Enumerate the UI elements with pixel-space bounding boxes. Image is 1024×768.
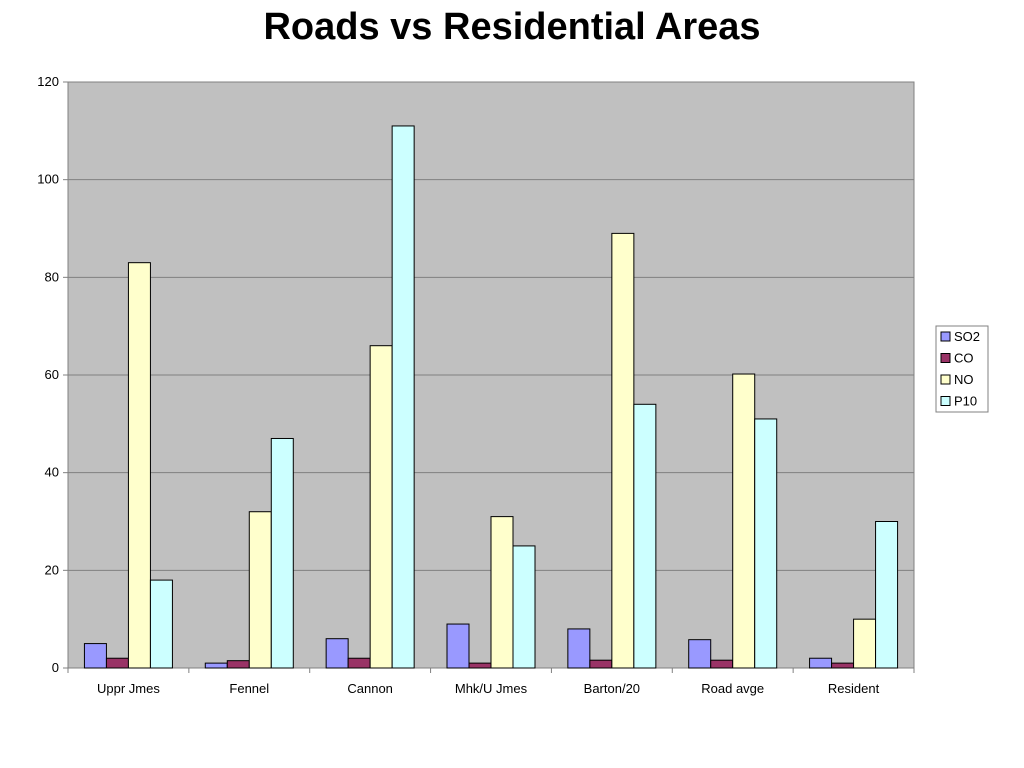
x-tick-label: Barton/20 xyxy=(584,681,640,696)
bar-co-4 xyxy=(589,659,613,669)
y-tick-label: 100 xyxy=(37,172,59,187)
bar-p10-3 xyxy=(512,545,536,669)
x-tick-label: Cannon xyxy=(347,681,393,696)
bar-so2-6 xyxy=(809,657,833,669)
bar-co-2 xyxy=(347,657,371,669)
bar-no-5 xyxy=(732,373,756,669)
bar-co-3 xyxy=(468,662,492,669)
legend-label-co: CO xyxy=(954,351,974,366)
x-tick-label: Uppr Jmes xyxy=(97,681,160,696)
bar-no-3 xyxy=(490,516,514,669)
bar-co-1 xyxy=(226,660,250,669)
bar-no-4 xyxy=(611,232,635,669)
bar-p10-4 xyxy=(633,403,657,669)
y-axis: 0 20 40 60 80 100 120 xyxy=(37,74,68,675)
y-tick-label: 20 xyxy=(45,562,59,577)
bars xyxy=(83,125,899,669)
y-tick-label: 60 xyxy=(45,367,59,382)
legend-swatch-no xyxy=(940,374,951,385)
x-tick-label: Resident xyxy=(828,681,880,696)
y-tick-label: 80 xyxy=(45,269,59,284)
bar-p10-2 xyxy=(391,125,415,669)
bar-p10-6 xyxy=(875,521,899,669)
y-tick-label: 40 xyxy=(45,465,59,480)
chart-title: Roads vs Residential Areas xyxy=(263,6,761,48)
legend-swatch-p10 xyxy=(940,396,951,406)
x-tick-label: Fennel xyxy=(229,681,269,696)
x-tick-label: Road avge xyxy=(701,681,764,696)
legend: SO2 CO NO P10 xyxy=(935,325,989,413)
bar-so2-3 xyxy=(446,623,470,669)
bar-co-5 xyxy=(710,659,734,669)
bar-so2-5 xyxy=(688,639,712,669)
x-tick-label: Mhk/U Jmes xyxy=(455,681,528,696)
bar-so2-0 xyxy=(83,643,107,669)
legend-label-so2: SO2 xyxy=(954,329,980,344)
bar-p10-5 xyxy=(754,418,778,669)
y-tick-label: 120 xyxy=(37,74,59,89)
y-tick-label: 0 xyxy=(52,660,59,675)
legend-label-p10: P10 xyxy=(954,394,977,409)
bar-p10-0 xyxy=(149,579,173,669)
legend-swatch-so2 xyxy=(940,331,951,342)
x-axis: Uppr Jmes Fennel Cannon Mhk/U Jmes Barton/20… xyxy=(67,668,915,696)
bar-no-2 xyxy=(369,345,393,669)
bar-co-6 xyxy=(831,662,855,669)
bar-no-0 xyxy=(127,262,151,669)
bar-no-1 xyxy=(248,511,272,669)
bar-no-6 xyxy=(853,618,877,669)
legend-swatch-co xyxy=(940,353,951,363)
bar-p10-1 xyxy=(270,437,294,669)
bar-so2-2 xyxy=(325,638,349,669)
bar-co-0 xyxy=(105,657,129,669)
bar-so2-1 xyxy=(204,662,228,669)
bar-so2-4 xyxy=(567,628,591,669)
legend-label-no: NO xyxy=(954,372,974,387)
